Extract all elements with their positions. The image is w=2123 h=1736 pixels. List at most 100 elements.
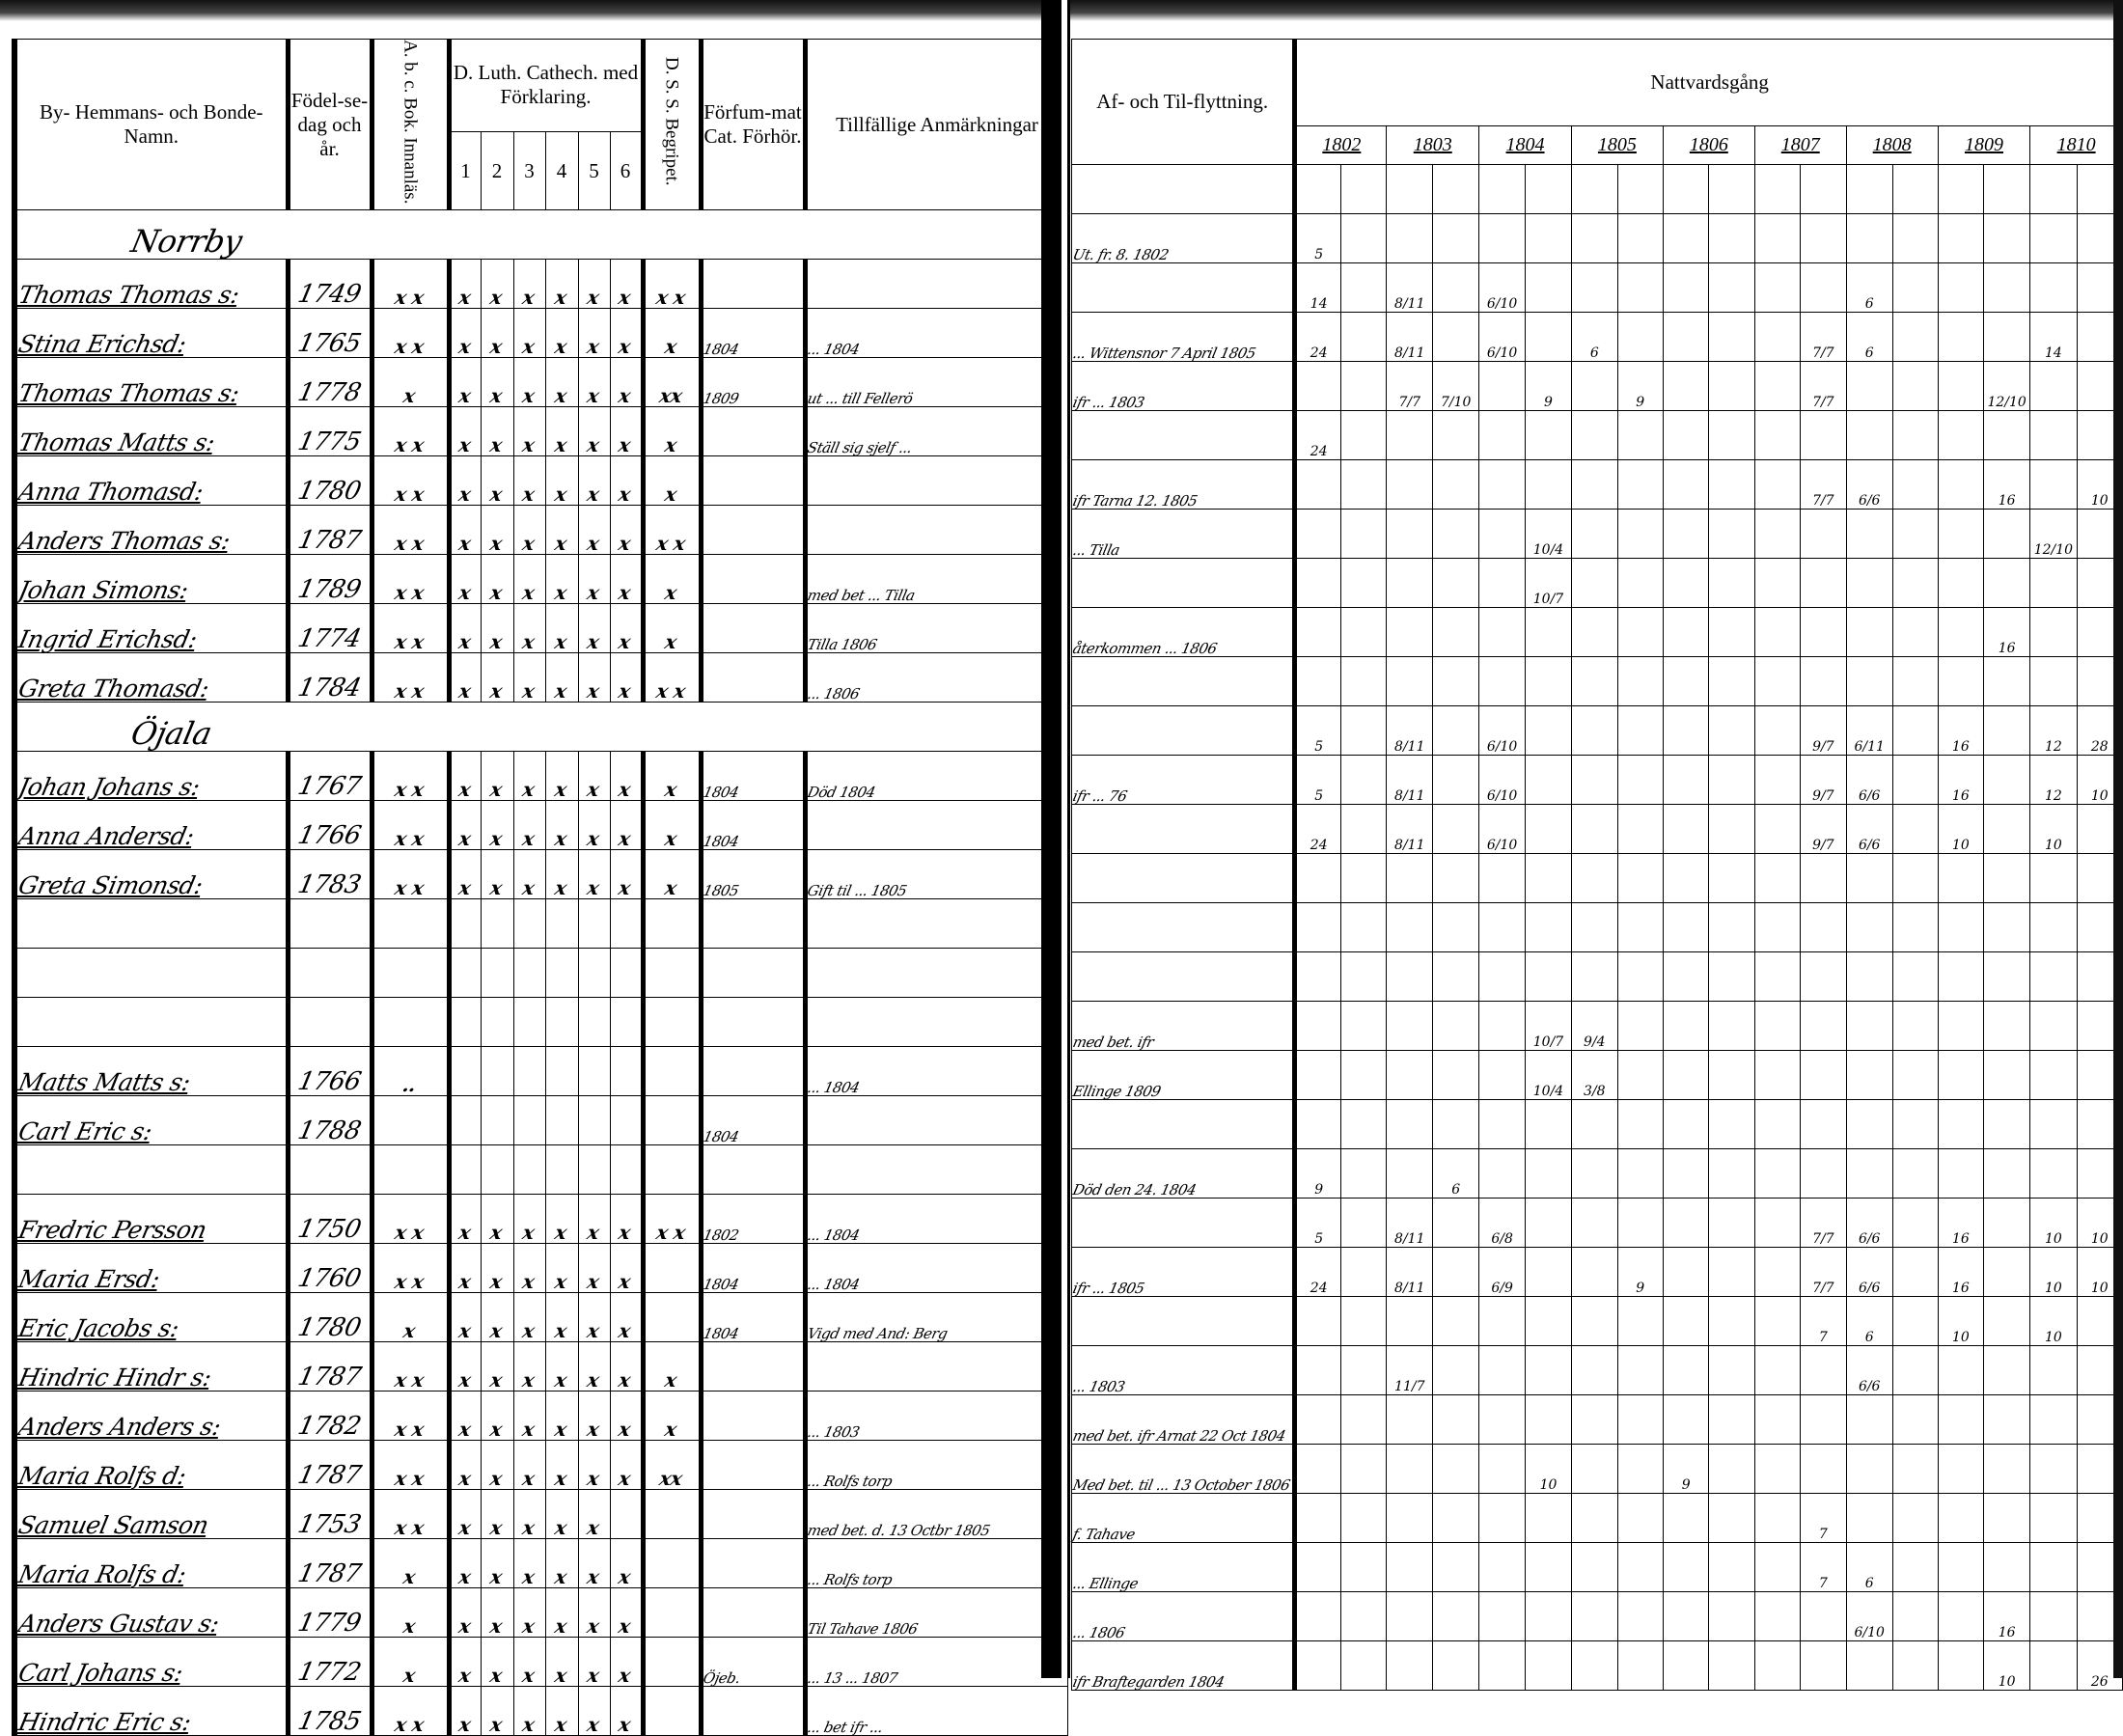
communion-date <box>1340 1099 1388 1149</box>
person-name: Hindric Hindr s: <box>9 1341 293 1392</box>
communion-date <box>1432 1444 1480 1494</box>
catech-part-number: 1 <box>446 130 482 211</box>
dss-mark <box>637 1095 706 1145</box>
communion-date <box>1432 312 1480 362</box>
communion-date <box>2029 1493 2078 1543</box>
remark-note: Tilla 1806 <box>799 603 1073 653</box>
communion-date <box>1478 1296 1527 1346</box>
remark-note: ut ... till Fellerö <box>799 357 1073 407</box>
communion-date <box>1292 1394 1342 1445</box>
move-note: återkommen ... 1806 <box>1066 607 1301 657</box>
birth-year: 1780 <box>282 1292 377 1342</box>
communion-date <box>1845 607 1893 657</box>
communion-date <box>1799 1148 1847 1199</box>
communion-date <box>1616 853 1664 903</box>
remark-note: Vigd med And: Berg <box>799 1292 1073 1342</box>
communion-date <box>1937 1394 1985 1445</box>
communion-date <box>1570 1198 1618 1248</box>
communion-date <box>1292 853 1342 903</box>
communion-date <box>1937 1591 1985 1641</box>
abc-mark: x x <box>366 455 455 506</box>
communion-year: 1808 <box>1845 125 1939 165</box>
person-name: Maria Rolfs d: <box>9 1538 293 1588</box>
communion-date <box>1386 1296 1434 1346</box>
communion-date <box>1708 410 1755 460</box>
communion-date <box>1845 213 1893 263</box>
communion-date <box>1616 410 1664 460</box>
communion-date: 7/7 <box>1799 459 1847 510</box>
communion-date <box>1799 656 1847 706</box>
communion-date <box>1937 213 1985 263</box>
birth-year: 1787 <box>282 1341 377 1392</box>
communion-date <box>1708 705 1755 756</box>
communion-year: 1806 <box>1662 125 1755 165</box>
communion-date <box>1340 853 1388 903</box>
person-name: Greta Simonsd: <box>9 849 293 899</box>
communion-date <box>1525 804 1572 854</box>
communion-date: 8/11 <box>1386 804 1434 854</box>
abc-mark: x x <box>366 1341 455 1392</box>
forfum-note: 1804 <box>695 800 811 850</box>
catech-part-number: 4 <box>544 130 579 211</box>
communion-date <box>1845 1640 1893 1691</box>
communion-date <box>1891 1050 1939 1100</box>
communion-date <box>1753 410 1801 460</box>
communion-date <box>1799 1099 1847 1149</box>
communion-date: 14 <box>1292 262 1342 313</box>
move-note <box>1066 1099 1301 1149</box>
communion-date <box>1753 1099 1801 1149</box>
communion-date <box>1753 755 1801 805</box>
communion-date <box>1708 262 1755 313</box>
communion-date <box>1891 558 1939 608</box>
birth-year: 1784 <box>282 652 377 703</box>
communion-date <box>1525 410 1572 460</box>
communion-date <box>1432 1394 1480 1445</box>
communion-date: 7 <box>1799 1493 1847 1543</box>
person-name: Anna Thomasd: <box>9 455 293 506</box>
communion-date: 9/7 <box>1799 804 1847 854</box>
communion-date <box>1937 410 1985 460</box>
communion-date <box>1616 312 1664 362</box>
communion-date <box>2029 1148 2078 1199</box>
communion-date <box>2029 262 2078 313</box>
communion-date <box>1292 1493 1342 1543</box>
birth-year: 1775 <box>282 406 377 456</box>
communion-date: 6/6 <box>1845 1247 1893 1297</box>
communion-date <box>1386 1001 1434 1051</box>
communion-date <box>1386 558 1434 608</box>
move-note <box>1066 1296 1301 1346</box>
communion-date <box>1616 459 1664 510</box>
communion-date: 6/6 <box>1845 1198 1893 1248</box>
communion-date: 8/11 <box>1386 262 1434 313</box>
forfum-note <box>695 259 811 309</box>
communion-date <box>1432 1640 1480 1691</box>
dss-mark: x <box>637 603 706 653</box>
forfum-note: 1802 <box>695 1194 811 1244</box>
person-name <box>9 997 293 1047</box>
birth-year: 1767 <box>282 751 377 801</box>
communion-date <box>1662 1394 1710 1445</box>
forfum-note <box>695 1341 811 1392</box>
register-row: Carl Johans s: 1772 x x x x x x x Öjeb.... 13 ...… <box>9 1637 1073 1687</box>
communion-date <box>1340 213 1388 263</box>
abc-mark: x x <box>366 554 455 604</box>
move-note: Död den 24. 1804 <box>1066 1148 1301 1199</box>
move-note: ... 1806 <box>1066 1591 1301 1641</box>
forfum-note <box>695 1489 811 1539</box>
communion-row: ifr Tarna 12. 1805 7/7 6/6 16 10 <box>1066 459 2123 510</box>
header-communion: Nattvardsgång <box>1292 39 2123 126</box>
communion-date <box>1891 1394 1939 1445</box>
communion-date <box>1386 1050 1434 1100</box>
communion-date: 10/4 <box>1525 509 1572 559</box>
move-note: ifr ... 76 <box>1066 755 1301 805</box>
communion-date: 7/7 <box>1799 1247 1847 1297</box>
communion-date <box>1570 410 1618 460</box>
communion-date: 6/6 <box>1845 804 1893 854</box>
abc-mark: x x <box>366 652 455 703</box>
communion-date <box>1983 902 2031 952</box>
communion-date <box>1386 1493 1434 1543</box>
communion-date <box>1937 656 1985 706</box>
abc-mark: .. <box>366 1046 455 1096</box>
move-note <box>1066 656 1301 706</box>
communion-date: 7/7 <box>1799 1198 1847 1248</box>
